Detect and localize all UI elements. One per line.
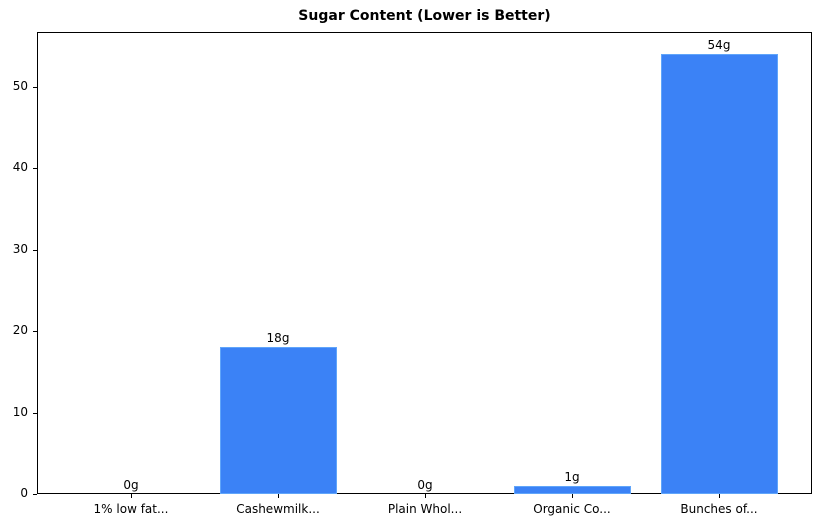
y-tick-mark bbox=[33, 331, 37, 333]
y-tick-mark bbox=[33, 412, 37, 414]
y-tick-mark bbox=[33, 86, 37, 88]
x-tick-label: Cashewmilk... bbox=[236, 502, 320, 516]
y-tick-label: 50 bbox=[12, 78, 28, 93]
chart-title: Sugar Content (Lower is Better) bbox=[298, 8, 551, 24]
bar bbox=[219, 347, 337, 494]
y-tick-label: 10 bbox=[12, 404, 28, 419]
bar-value-label: 1g bbox=[564, 469, 580, 484]
x-tick-mark bbox=[131, 494, 132, 498]
y-tick-mark bbox=[33, 494, 37, 495]
x-tick-mark bbox=[719, 494, 720, 498]
bar bbox=[513, 485, 631, 494]
y-tick-label: 40 bbox=[12, 160, 28, 175]
y-tick-label: 30 bbox=[12, 241, 28, 256]
bar-value-label: 0g bbox=[417, 478, 433, 492]
bar-value-label: 0g bbox=[123, 478, 139, 492]
bar-value-label: 18g bbox=[266, 331, 290, 346]
x-tick-label: Bunches of... bbox=[680, 502, 758, 516]
y-tick-mark bbox=[33, 249, 37, 251]
bar-value-label: 54g bbox=[707, 38, 731, 52]
x-tick-label: Organic Co... bbox=[533, 502, 611, 516]
x-tick-label: Plain Whol... bbox=[387, 502, 463, 516]
bar bbox=[660, 54, 778, 494]
plot-area bbox=[37, 32, 812, 494]
y-tick-label: 0 bbox=[20, 486, 28, 500]
x-tick-mark bbox=[572, 494, 573, 498]
x-tick-mark bbox=[278, 494, 279, 498]
x-tick-label: 1% low fat... bbox=[93, 502, 169, 516]
x-tick-mark bbox=[425, 494, 426, 498]
y-tick-label: 20 bbox=[12, 323, 28, 338]
y-tick-mark bbox=[33, 168, 37, 170]
